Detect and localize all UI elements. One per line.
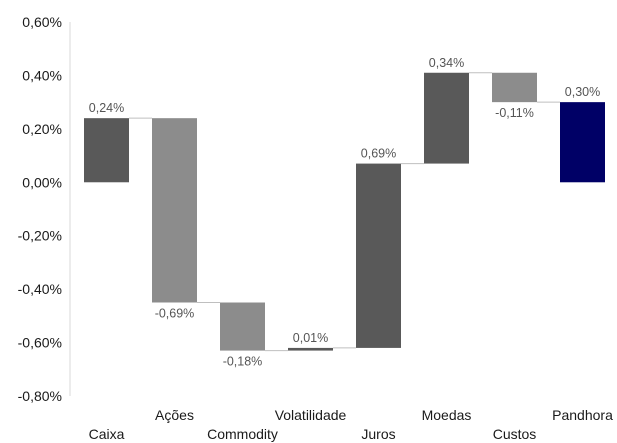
x-tick-label: Caixa [89, 426, 125, 442]
data-label: 0,01% [293, 331, 328, 345]
bar-moedas [424, 72, 469, 164]
x-tick-label: Ações [155, 407, 194, 423]
x-tick-label: Custos [493, 426, 537, 442]
bar-pandhora [560, 102, 605, 183]
bar-volatilidade [288, 347, 333, 351]
y-tick-label: 0,00% [22, 174, 62, 190]
data-label: -0,11% [495, 106, 534, 120]
x-tick-label: Commodity [207, 426, 278, 442]
x-tick-label: Juros [361, 426, 395, 442]
data-labels: 0,24% -0,69% -0,18% 0,01% 0,69% 0,34% -0,11% 0,… [89, 56, 600, 369]
y-tick-label: -0,40% [18, 281, 62, 297]
data-label: -0,69% [155, 307, 195, 321]
y-tick-label: -0,20% [18, 228, 62, 244]
x-axis: Caixa Ações Commodity Volatilidade Juros Moed… [89, 407, 613, 442]
y-axis: 0,60% 0,40% 0,20% 0,00% -0,20% -0,40% -0,60% -0… [18, 14, 71, 404]
data-label: 0,69% [361, 147, 396, 161]
data-label: 0,24% [89, 101, 124, 115]
bar-caixa [84, 118, 129, 183]
data-label: -0,18% [223, 355, 263, 369]
data-label: 0,30% [565, 85, 600, 99]
y-tick-label: 0,60% [22, 14, 62, 30]
data-label: 0,34% [429, 56, 464, 70]
bars [84, 72, 605, 351]
bar-custos [492, 72, 537, 103]
x-tick-label: Volatilidade [275, 407, 347, 423]
bar-commodity [220, 302, 265, 351]
bar-juros [356, 163, 401, 348]
connectors [129, 72, 560, 352]
y-tick-label: 0,40% [22, 67, 62, 83]
bar-acoes [152, 118, 197, 303]
y-tick-label: -0,60% [18, 335, 62, 351]
x-tick-label: Pandhora [552, 407, 613, 423]
x-tick-label: Moedas [422, 407, 472, 423]
y-tick-label: -0,80% [18, 388, 62, 404]
y-tick-label: 0,20% [22, 121, 62, 137]
